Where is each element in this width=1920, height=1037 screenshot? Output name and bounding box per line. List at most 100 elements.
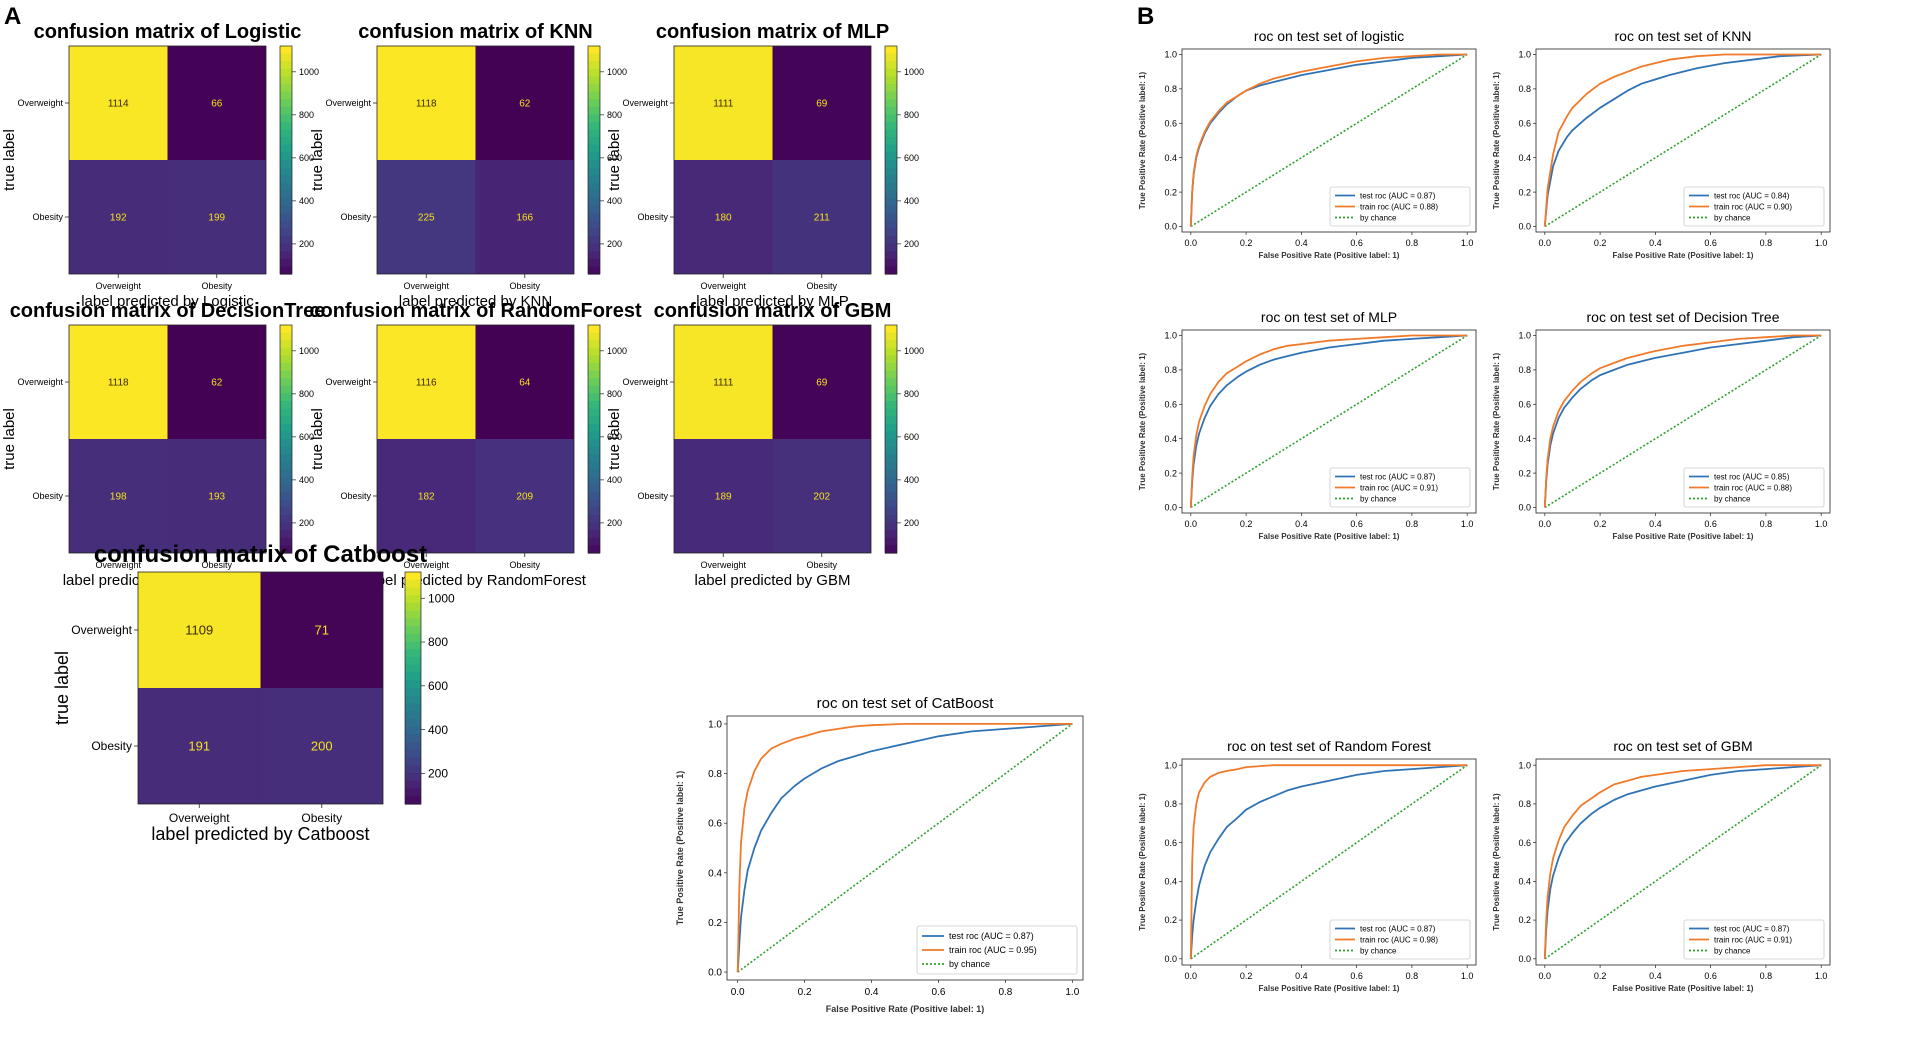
colorbar-frame xyxy=(279,324,293,554)
colorbar-step xyxy=(280,530,292,539)
roc-ytick-label: 0.6 xyxy=(1518,838,1531,848)
roc-chart-catboost: roc on test set of CatBoost 0.0 0.2 0.4 0.6 0… xyxy=(675,695,1084,1014)
colorbar-tick-label: 600 xyxy=(607,432,622,442)
colorbar-tick-label: 800 xyxy=(904,389,919,399)
roc-legend xyxy=(1683,467,1825,508)
cm-cell-value: 1118 xyxy=(108,378,129,389)
colorbar-step xyxy=(885,122,897,131)
colorbar-step xyxy=(885,213,897,222)
colorbar-step xyxy=(885,152,897,161)
colorbar-tick-label: 400 xyxy=(428,723,448,737)
roc-xtick-label: 1.0 xyxy=(1461,238,1474,248)
roc-ylabel: True Positive Rate (Positive label: 1) xyxy=(675,771,685,926)
roc-xtick-label: 1.0 xyxy=(1815,238,1828,248)
roc-legend-label: train roc (AUC = 0.95) xyxy=(949,945,1037,955)
colorbar-step xyxy=(885,363,897,372)
cm-row-label: Overweight xyxy=(622,98,668,108)
colorbar-step xyxy=(885,530,897,539)
roc-test-line xyxy=(1543,334,1822,508)
colorbar-step xyxy=(885,61,897,70)
colorbar-step xyxy=(588,461,600,470)
colorbar-step xyxy=(280,175,292,184)
cm-frame xyxy=(68,45,267,275)
colorbar-step xyxy=(405,757,421,766)
colorbar-step xyxy=(885,385,897,394)
cm-cell-value: 1111 xyxy=(713,378,733,389)
colorbar-tick-label: 800 xyxy=(607,389,622,399)
roc-train-line xyxy=(1189,53,1468,227)
cm-ylabel: true label xyxy=(606,408,623,470)
roc-title: roc on test set of CatBoost xyxy=(817,695,995,712)
cm-cell xyxy=(69,325,168,439)
cm-col-label: Obesity xyxy=(509,560,540,570)
colorbar-step xyxy=(588,84,600,93)
cm-cell-value: 66 xyxy=(211,99,223,110)
colorbar-tick-label: 1000 xyxy=(607,346,627,356)
colorbar-step xyxy=(885,160,897,169)
colorbar-step xyxy=(588,385,600,394)
colorbar-step xyxy=(405,587,421,596)
cm-title: confusion matrix of GBM xyxy=(654,300,892,322)
colorbar-step xyxy=(280,258,292,267)
colorbar-step xyxy=(588,530,600,539)
cm-cell xyxy=(138,572,261,688)
roc-test-line xyxy=(736,723,1073,973)
roc-title: roc on test set of Decision Tree xyxy=(1587,309,1780,325)
colorbar-tick-label: 800 xyxy=(904,110,919,120)
cm-cell xyxy=(674,325,773,439)
colorbar-step xyxy=(588,243,600,252)
colorbar-step xyxy=(885,190,897,199)
colorbar-step xyxy=(280,537,292,546)
colorbar-tick-label: 600 xyxy=(607,153,622,163)
confusion-matrix-mlp: confusion matrix of MLP 1111 69 180 211 Overw… xyxy=(606,21,924,310)
cm-cell-value: 1111 xyxy=(713,99,733,110)
colorbar-step xyxy=(588,46,600,55)
colorbar-step xyxy=(588,477,600,486)
colorbar-step xyxy=(588,182,600,191)
roc-train-line xyxy=(1543,53,1822,227)
cm-cell-value: 62 xyxy=(519,99,531,110)
colorbar-step xyxy=(885,515,897,524)
colorbar-tick-label: 400 xyxy=(607,475,622,485)
roc-legend-label: by chance xyxy=(1714,213,1751,222)
roc-legend xyxy=(1683,919,1825,960)
cm-col-label: Obesity xyxy=(201,281,232,291)
colorbar-step xyxy=(588,205,600,214)
roc-xlabel: False Positive Rate (Positive label: 1) xyxy=(1613,984,1754,993)
colorbar-step xyxy=(885,114,897,123)
panel-label-b: B xyxy=(1137,3,1154,30)
roc-ytick-label: 1.0 xyxy=(1518,760,1531,770)
cm-cell-value: 191 xyxy=(188,739,210,754)
cm-cell xyxy=(772,439,871,553)
roc-xtick-label: 0.6 xyxy=(1350,971,1363,981)
cm-cell xyxy=(69,160,168,274)
roc-legend xyxy=(916,925,1078,975)
colorbar-step xyxy=(588,167,600,176)
roc-xtick-label: 0.4 xyxy=(1295,238,1308,248)
colorbar-step xyxy=(885,545,897,554)
colorbar-step xyxy=(588,431,600,440)
cm-row-label: Obesity xyxy=(340,212,371,222)
roc-legend xyxy=(1329,186,1471,227)
colorbar-step xyxy=(885,129,897,138)
colorbar-step xyxy=(885,46,897,55)
colorbar-step xyxy=(280,439,292,448)
roc-xtick-label: 0.0 xyxy=(1539,238,1552,248)
colorbar-step xyxy=(885,477,897,486)
colorbar-step xyxy=(280,61,292,70)
roc-xtick-label: 0.8 xyxy=(1406,519,1419,529)
colorbar-tick-label: 600 xyxy=(904,432,919,442)
roc-title: roc on test set of MLP xyxy=(1261,309,1397,325)
cm-cell xyxy=(475,46,574,160)
roc-xtick-label: 0.4 xyxy=(865,987,879,998)
colorbar-step xyxy=(280,152,292,161)
colorbar-tick-label: 200 xyxy=(428,767,448,781)
colorbar-step xyxy=(280,106,292,115)
cm-col-label: Overweight xyxy=(700,560,746,570)
colorbar-tick-label: 1000 xyxy=(299,67,319,77)
roc-ytick-label: 1.0 xyxy=(708,719,722,730)
colorbar-tick-label: 200 xyxy=(904,518,919,528)
colorbar-step xyxy=(405,618,421,627)
roc-legend-label: by chance xyxy=(1360,494,1397,503)
cm-col-label: Obesity xyxy=(201,560,232,570)
